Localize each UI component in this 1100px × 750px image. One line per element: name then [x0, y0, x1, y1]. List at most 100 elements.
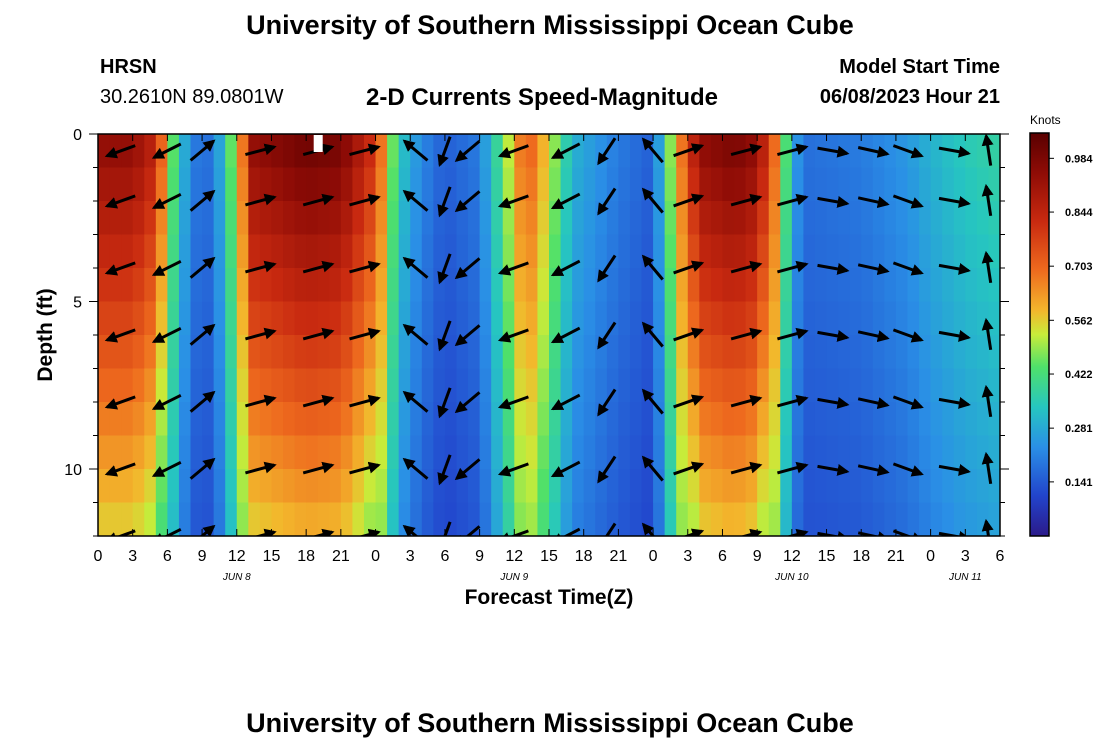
heatmap-cell — [895, 201, 909, 236]
heatmap-cell — [329, 335, 342, 370]
current-vector — [981, 250, 994, 284]
heatmap-cell — [699, 268, 712, 303]
heatmap-cell — [502, 368, 515, 403]
heatmap-cell — [953, 502, 966, 536]
heatmap-cell — [306, 268, 319, 303]
current-vector — [189, 323, 216, 346]
heatmap-cell — [167, 301, 180, 336]
heatmap-cell — [537, 502, 550, 536]
heatmap-cell — [329, 167, 342, 202]
heatmap-cell — [456, 502, 469, 536]
heatmap-cell — [653, 435, 666, 470]
heatmap-cell — [757, 502, 770, 536]
current-vector — [981, 183, 994, 217]
heatmap-cell — [676, 201, 689, 236]
heatmap-cell — [387, 402, 400, 437]
heatmap-cell — [872, 301, 885, 336]
heatmap-cell — [248, 167, 261, 202]
heatmap-cell — [375, 134, 388, 169]
current-speed-chart: 0 3 6 9 12 15 18 21 0 3 6 9 12 15 18 21 0 3 6 9 12 15 18 21 0 3 6 J… — [34, 113, 1093, 609]
heatmap-cell — [768, 368, 781, 403]
heatmap-cell — [98, 502, 111, 536]
model-start-value: 06/08/2023 Hour 21 — [819, 86, 1000, 108]
current-vector — [151, 142, 182, 159]
heatmap-cell — [965, 502, 978, 536]
current-vector — [245, 260, 277, 274]
heatmap-cell — [757, 402, 770, 437]
heatmap-cell — [953, 469, 966, 504]
current-vector — [641, 455, 664, 482]
heatmap-cell — [595, 234, 608, 269]
current-vector — [641, 137, 664, 164]
heatmap-cell — [375, 268, 388, 303]
current-vector — [358, 528, 381, 536]
heatmap-cell — [248, 301, 261, 336]
heatmap-cell — [259, 234, 273, 269]
heatmap-cell — [849, 134, 862, 169]
heatmap-cell — [572, 435, 585, 470]
heatmap-cell — [271, 469, 284, 504]
heatmap-cell — [838, 268, 851, 303]
x-tick-label: 12 — [505, 548, 523, 565]
heatmap-cell — [606, 134, 619, 169]
current-vector — [981, 317, 994, 351]
heatmap-cell — [468, 402, 481, 437]
heatmap-cell — [421, 301, 434, 336]
heatmap-cell — [734, 469, 747, 504]
heatmap-cell — [363, 368, 377, 403]
heatmap-cell — [849, 201, 862, 236]
heatmap-cell — [791, 167, 805, 202]
current-vector — [302, 193, 335, 207]
heatmap-cell — [722, 502, 735, 536]
heatmap-cell — [583, 134, 596, 169]
heatmap-cell — [375, 469, 388, 504]
heatmap-cell — [549, 201, 562, 236]
heatmap-cell — [109, 201, 122, 236]
heatmap-cell — [317, 234, 330, 269]
heatmap-cell — [664, 167, 677, 202]
heatmap-cell — [780, 335, 793, 370]
current-vector — [402, 139, 429, 162]
heatmap-cell — [375, 368, 388, 403]
heatmap-cell — [641, 201, 654, 236]
heatmap-cell — [606, 402, 619, 437]
heatmap-cell — [560, 301, 573, 336]
heatmap-cell — [352, 301, 365, 336]
heatmap-cell — [155, 402, 168, 437]
heatmap-cell — [306, 301, 319, 336]
heatmap-cell — [259, 469, 273, 504]
heatmap-cell — [676, 268, 689, 303]
heatmap-cell — [872, 469, 885, 504]
heatmap-cell — [178, 301, 192, 336]
heatmap-cell — [340, 469, 354, 504]
heatmap-cell — [583, 268, 596, 303]
heatmap-cell — [491, 502, 504, 536]
colorbar-ticks: 0.984 0.844 0.703 0.562 0.422 0.281 0.141 — [1049, 153, 1093, 489]
current-vector — [938, 531, 971, 536]
heatmap-cell — [895, 368, 909, 403]
heatmap-cell — [872, 335, 885, 370]
heatmap-cell — [167, 134, 180, 169]
heatmap-cell — [595, 167, 608, 202]
heatmap-cell — [838, 335, 851, 370]
heatmap-cell — [248, 402, 261, 437]
heatmap-cell — [884, 402, 897, 437]
current-vector — [777, 461, 809, 475]
heatmap-cell — [791, 201, 805, 236]
heatmap-cell — [919, 402, 932, 437]
model-start-label: Model Start Time — [839, 56, 1000, 78]
heatmap-cell — [699, 201, 712, 236]
heatmap-cell — [826, 268, 839, 303]
heatmap-cell — [826, 469, 839, 504]
heatmap-cell — [618, 502, 631, 536]
heatmap-cell — [132, 335, 145, 370]
heatmap-cell — [872, 435, 885, 470]
current-vector — [857, 330, 890, 343]
heatmap-cell — [398, 134, 411, 169]
heatmap-cell — [294, 368, 307, 403]
heatmap-cell — [745, 234, 758, 269]
heatmap-cell — [814, 134, 828, 169]
heatmap-cell — [109, 301, 122, 336]
x-tick-label: 15 — [818, 548, 836, 565]
heatmap-cell — [988, 134, 1000, 169]
